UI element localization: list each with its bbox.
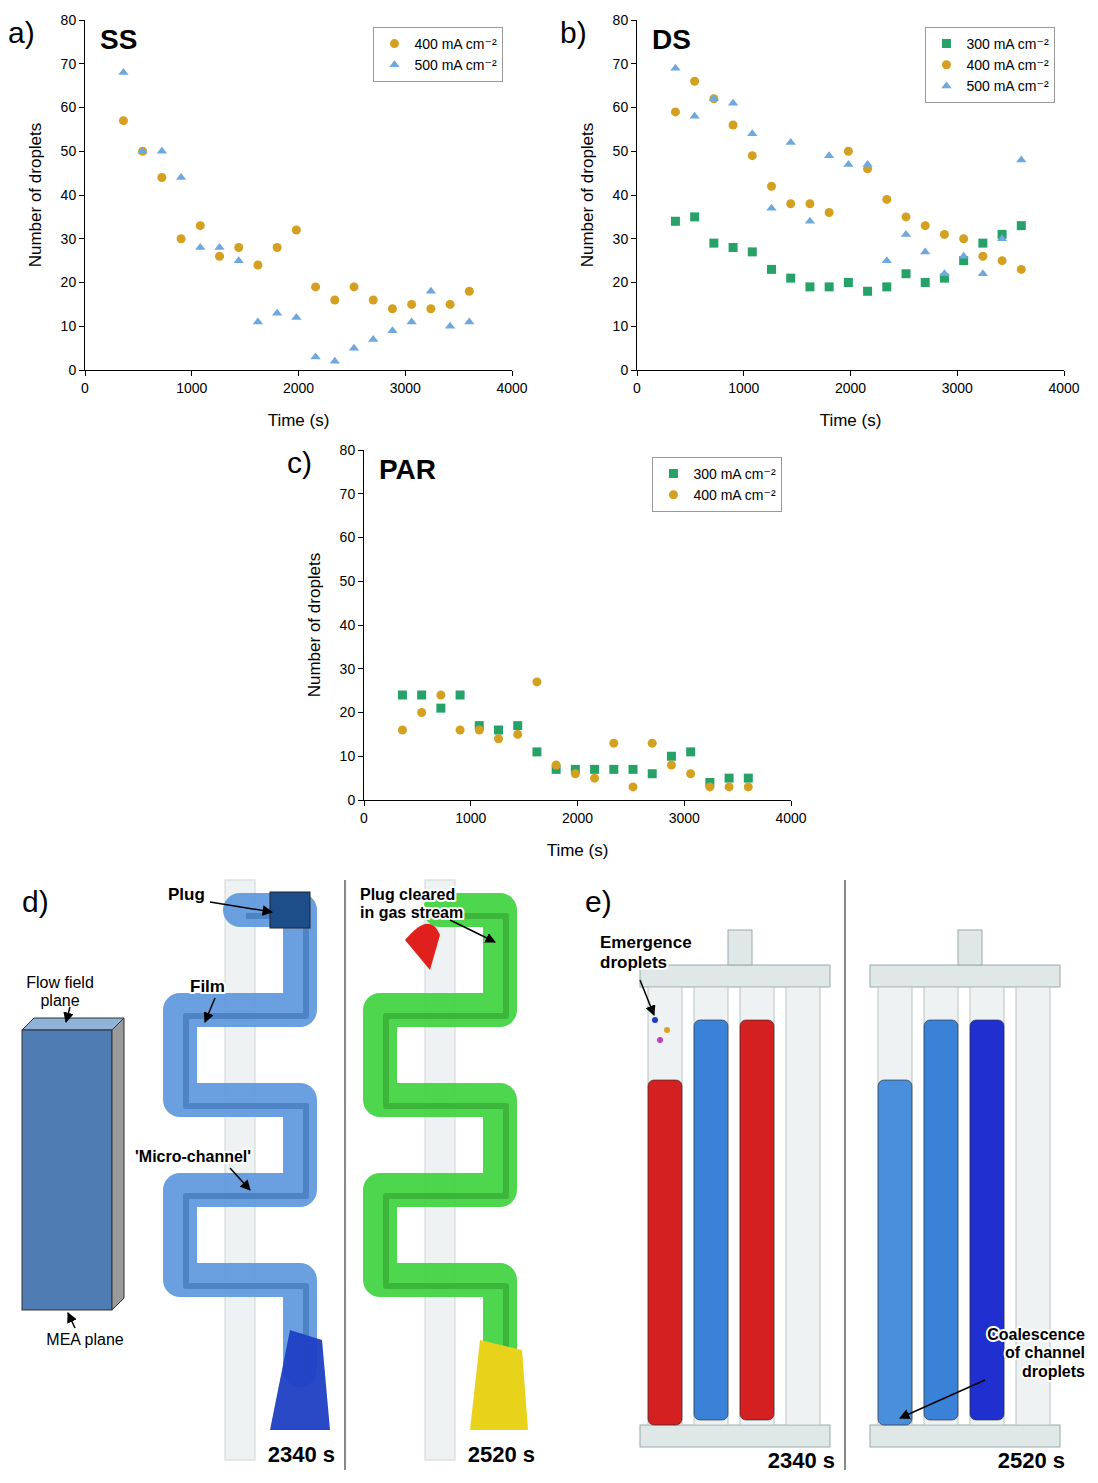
svg-text:20: 20 [340, 704, 356, 720]
svg-text:10: 10 [613, 318, 629, 334]
svg-text:Time (s): Time (s) [268, 411, 330, 430]
svg-text:Time (s): Time (s) [547, 841, 609, 860]
svg-text:4000: 4000 [1048, 380, 1079, 396]
svg-text:400 mA cm⁻²: 400 mA cm⁻² [693, 487, 775, 503]
svg-text:80: 80 [613, 12, 629, 28]
svg-text:70: 70 [61, 56, 77, 72]
svg-text:80: 80 [340, 442, 356, 458]
svg-text:Emergencedroplets: Emergencedroplets [600, 933, 692, 972]
svg-text:20: 20 [613, 274, 629, 290]
svg-text:40: 40 [340, 617, 356, 633]
svg-text:80: 80 [61, 12, 77, 28]
svg-text:300 mA cm⁻²: 300 mA cm⁻² [693, 466, 775, 482]
svg-text:3000: 3000 [669, 810, 700, 826]
svg-text:0: 0 [620, 362, 628, 378]
svg-text:Plug clearedin gas stream: Plug clearedin gas stream [360, 886, 463, 921]
svg-text:60: 60 [340, 529, 356, 545]
svg-text:4000: 4000 [496, 380, 527, 396]
svg-text:70: 70 [613, 56, 629, 72]
svg-text:2520 s: 2520 s [998, 1448, 1065, 1473]
svg-text:1000: 1000 [728, 380, 759, 396]
svg-text:400 mA cm⁻²: 400 mA cm⁻² [966, 57, 1048, 73]
svg-text:Coalescenceof channeldroplets: Coalescenceof channeldroplets [987, 1326, 1085, 1380]
svg-text:500 mA cm⁻²: 500 mA cm⁻² [966, 78, 1048, 94]
svg-text:2000: 2000 [283, 380, 314, 396]
svg-text:2340 s: 2340 s [768, 1448, 835, 1473]
svg-text:500 mA cm⁻²: 500 mA cm⁻² [414, 57, 496, 73]
svg-text:400 mA cm⁻²: 400 mA cm⁻² [414, 36, 496, 52]
svg-text:2340 s: 2340 s [268, 1442, 335, 1467]
svg-text:0: 0 [633, 380, 641, 396]
svg-text:0: 0 [81, 380, 89, 396]
svg-text:DS: DS [652, 24, 691, 55]
html-text:b): b) [560, 16, 587, 49]
svg-text:50: 50 [61, 143, 77, 159]
svg-text:30: 30 [340, 661, 356, 677]
svg-text:0: 0 [347, 792, 355, 808]
html-text:a): a) [8, 16, 35, 49]
svg-text:30: 30 [613, 231, 629, 247]
svg-text:4000: 4000 [775, 810, 806, 826]
svg-text:d): d) [22, 885, 49, 918]
svg-text:2000: 2000 [835, 380, 866, 396]
svg-text:30: 30 [61, 231, 77, 247]
svg-text:3000: 3000 [942, 380, 973, 396]
svg-text:Flow fieldplane: Flow fieldplane [26, 974, 94, 1009]
svg-text:60: 60 [613, 99, 629, 115]
svg-text:10: 10 [340, 748, 356, 764]
svg-text:50: 50 [613, 143, 629, 159]
svg-text:50: 50 [340, 573, 356, 589]
svg-text:PAR: PAR [379, 454, 436, 485]
svg-text:2520 s: 2520 s [468, 1442, 535, 1467]
svg-text:10: 10 [61, 318, 77, 334]
svg-text:SS: SS [100, 24, 137, 55]
svg-text:0: 0 [68, 362, 76, 378]
svg-text:Plug: Plug [168, 885, 205, 904]
svg-text:e): e) [585, 885, 612, 918]
svg-text:Time (s): Time (s) [820, 411, 882, 430]
svg-text:40: 40 [61, 187, 77, 203]
svg-text:40: 40 [613, 187, 629, 203]
svg-text:3000: 3000 [390, 380, 421, 396]
svg-text:20: 20 [61, 274, 77, 290]
svg-text:Number of droplets: Number of droplets [578, 123, 597, 268]
html-text:c): c) [287, 446, 312, 479]
svg-text:1000: 1000 [455, 810, 486, 826]
svg-text:'Micro-channel': 'Micro-channel' [135, 1148, 251, 1165]
svg-text:Film: Film [190, 977, 225, 996]
svg-text:Number of droplets: Number of droplets [305, 553, 324, 698]
svg-text:1000: 1000 [176, 380, 207, 396]
svg-text:60: 60 [61, 99, 77, 115]
svg-text:300 mA cm⁻²: 300 mA cm⁻² [966, 36, 1048, 52]
svg-text:Number of droplets: Number of droplets [26, 123, 45, 268]
svg-text:70: 70 [340, 486, 356, 502]
svg-text:MEA plane: MEA plane [46, 1331, 123, 1348]
svg-text:0: 0 [360, 810, 368, 826]
svg-text:2000: 2000 [562, 810, 593, 826]
